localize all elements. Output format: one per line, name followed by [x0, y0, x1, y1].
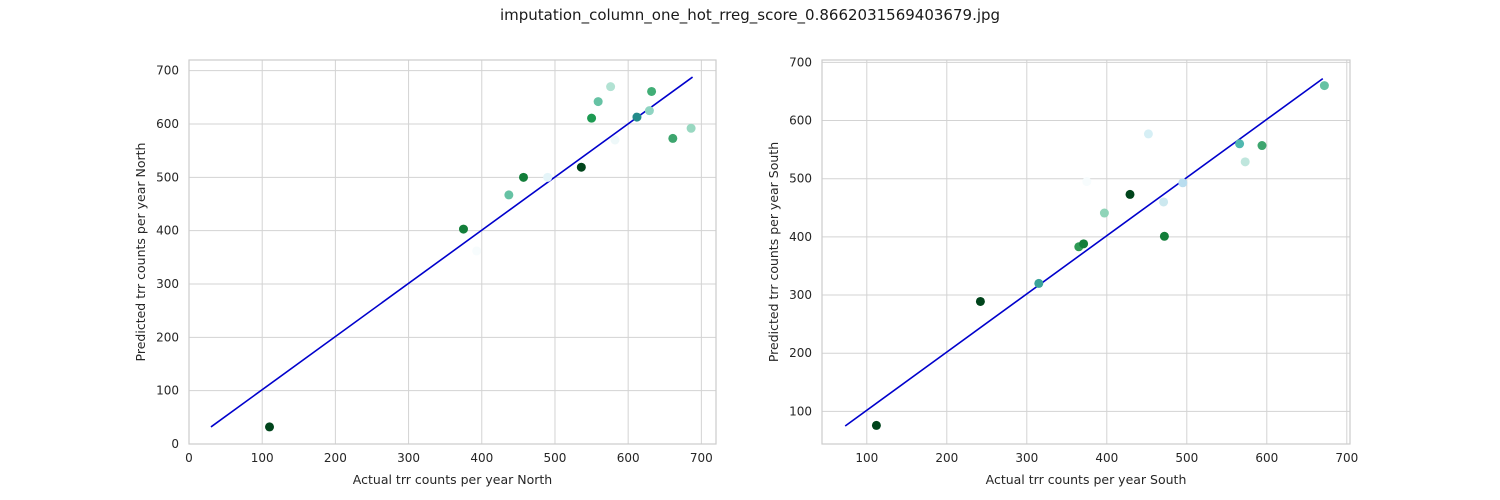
plot-area	[822, 60, 1350, 444]
data-point	[543, 172, 553, 182]
chart-panel-1: 0 100 200 300 400 500 600 700 0 100 200 300 400 500 60…	[133, 59, 717, 487]
x-tick-label: 500	[544, 451, 567, 465]
x-tick-label: 300	[397, 451, 420, 465]
y-tick-label: 400	[789, 230, 812, 244]
x-tick-label: 100	[251, 451, 274, 465]
figure-title: imputation_column_one_hot_rreg_score_0.8…	[499, 6, 1001, 24]
data-point	[644, 106, 654, 116]
y-tick-label: 100	[156, 384, 179, 398]
plot-frame	[188, 59, 717, 445]
data-point	[1099, 208, 1109, 218]
data-point	[647, 86, 657, 96]
x-tick-label: 400	[1095, 451, 1118, 465]
data-point	[1319, 81, 1329, 91]
x-tick-label: 600	[1255, 451, 1278, 465]
data-point	[632, 112, 642, 122]
y-tick-label: 500	[156, 170, 179, 184]
y-tick-label: 700	[156, 64, 179, 78]
data-point	[668, 133, 678, 143]
x-tick-label: 100	[855, 451, 878, 465]
data-point	[587, 113, 597, 123]
y-tick-label: 300	[156, 277, 179, 291]
fit-line	[210, 76, 694, 428]
y-tick-label: 600	[789, 114, 812, 128]
y-tick-label: 200	[156, 330, 179, 344]
x-tick-label: 300	[1015, 451, 1038, 465]
x-tick-label: 200	[935, 451, 958, 465]
y-tick-label: 600	[156, 117, 179, 131]
data-point	[1082, 177, 1092, 187]
data-point	[871, 420, 881, 430]
data-point	[1034, 278, 1044, 288]
data-point	[975, 296, 985, 306]
data-point	[472, 246, 482, 256]
y-tick-label: 300	[789, 288, 812, 302]
x-tick-label: 500	[1175, 451, 1198, 465]
data-point	[1143, 129, 1153, 139]
x-tick-label: 200	[324, 451, 347, 465]
x-tick-label: 400	[470, 451, 493, 465]
data-point	[504, 190, 514, 200]
data-point	[1235, 139, 1245, 149]
y-tick-label: 500	[789, 172, 812, 186]
data-point	[1257, 141, 1267, 151]
x-tick-label: 700	[690, 451, 713, 465]
x-axis-label: Actual trr counts per year South	[986, 472, 1187, 487]
y-tick-label: 700	[789, 55, 812, 69]
data-point	[1125, 189, 1135, 199]
data-point	[606, 82, 616, 92]
y-tick-label: 200	[789, 346, 812, 360]
y-tick-label: 0	[171, 437, 179, 451]
plot-frame	[821, 59, 1351, 445]
data-point	[686, 123, 696, 133]
y-tick-label: 100	[789, 404, 812, 418]
data-point	[576, 162, 586, 172]
x-axis-label: Actual trr counts per year North	[353, 472, 552, 487]
y-axis-label: Predicted trr counts per year South	[766, 142, 781, 362]
fit-line	[844, 77, 1324, 427]
x-tick-label: 0	[185, 451, 193, 465]
data-point	[458, 224, 468, 234]
data-point	[610, 135, 620, 145]
data-point	[1159, 197, 1169, 207]
data-point	[1240, 157, 1250, 167]
x-tick-label: 700	[1335, 451, 1358, 465]
data-point	[1079, 239, 1089, 249]
chart-panel-2: 100 200 300 400 500 600 700 100 200 300 400 500 600 7…	[766, 55, 1358, 487]
y-tick-label: 400	[156, 224, 179, 238]
data-point	[593, 97, 603, 107]
y-axis-label: Predicted trr counts per year North	[133, 143, 148, 362]
x-tick-label: 600	[617, 451, 640, 465]
data-point	[1159, 231, 1169, 241]
data-point	[265, 422, 275, 432]
data-point	[1178, 178, 1188, 188]
data-point	[518, 172, 528, 182]
